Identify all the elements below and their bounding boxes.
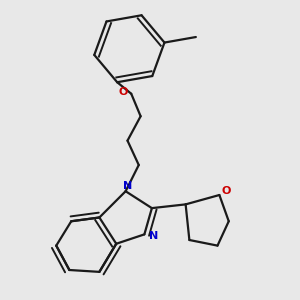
Text: O: O — [221, 185, 231, 196]
Text: N: N — [149, 231, 158, 241]
Text: N: N — [123, 181, 132, 190]
Text: O: O — [118, 87, 128, 97]
